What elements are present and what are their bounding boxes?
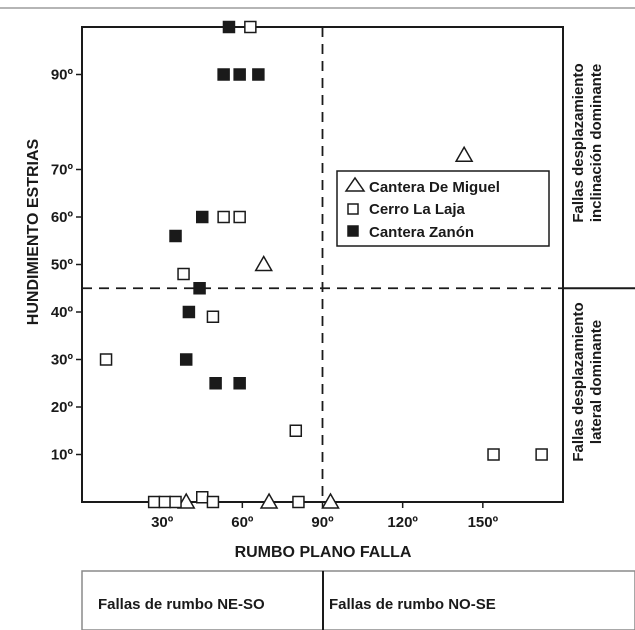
open-square-marker [147,495,161,509]
legend-label-de-miguel: Cantera De Miguel [369,179,500,196]
filled-square-marker [169,229,182,243]
legend-open-square-icon [347,203,359,215]
filled-square-marker [179,353,193,366]
filled-square-marker [217,68,230,81]
open-square-marker [196,491,209,504]
filled-square-marker [233,377,246,390]
x-tick-label: 90º [311,514,334,531]
quadrant-dividers [82,27,635,502]
filled-square-marker [209,377,222,390]
lower-quadrant-label: Fallas desplazamiento lateral dominante [570,302,605,461]
x-tick-label: 120º [387,514,418,531]
open-square-marker [99,353,113,366]
open-square-marker [233,210,246,224]
filled-square-marker [182,305,196,319]
y-tick-label: 20º [51,399,74,416]
y-tick-label: 40º [51,304,74,321]
filled-square-marker [222,20,236,34]
x-axis-title: RUMBO PLANO FALLA [235,544,412,561]
open-square-marker [535,448,548,461]
upper-quadrant-label-line1: Fallas desplazamiento [570,63,587,222]
y-tick-label: 90º [51,67,74,84]
triangle-marker [321,492,340,509]
x-tick-label: 150º [468,514,499,531]
open-square-marker [217,210,230,224]
legend-label-zanon: Cantera Zanón [369,224,474,241]
open-square-marker [289,424,303,437]
open-square-marker [169,495,182,509]
triangle-marker [259,492,279,509]
open-square-marker [206,495,220,509]
triangle-marker [254,254,274,272]
open-square-marker [177,267,190,281]
filled-square-marker [196,210,209,224]
x-tick-label: 60º [231,514,254,531]
triangle-marker [176,492,196,509]
legend: Cantera De Miguel Cerro La Laja Cantera … [336,170,550,247]
bottom-label-no-se: Fallas de rumbo NO-SE [329,596,496,613]
lower-quadrant-label-line2: lateral dominante [588,320,605,444]
legend-label-la-laja: Cerro La Laja [369,201,466,218]
lower-quadrant-label-line1: Fallas desplazamiento [570,302,587,461]
open-square-marker [206,310,220,323]
bottom-legend-boxes: Fallas de rumbo NE-SO Fallas de rumbo NO… [81,570,635,630]
bottom-box-right [322,570,635,630]
open-square-marker [158,495,172,509]
open-square-marker [487,448,500,461]
triangle-marker [454,145,474,162]
y-tick-label: 50º [51,257,74,274]
legend-filled-square-icon [347,225,359,237]
filled-square-marker [193,282,206,295]
bottom-label-ne-so: Fallas de rumbo NE-SO [98,596,265,613]
legend-triangle-icon [344,176,366,192]
upper-quadrant-label-line2: inclinación dominante [588,64,605,222]
legend-box [336,170,550,247]
filled-square-marker [233,68,246,81]
y-tick-label: 10º [51,447,74,464]
open-square-marker [244,20,257,34]
y-axis-title: HUNDIMIENTO ESTRIAS [25,138,42,325]
upper-quadrant-label: Fallas desplazamiento inclinación domina… [570,63,605,222]
x-tick-label: 30º [151,514,174,531]
open-square-marker [292,495,305,509]
y-tick-label: 70º [51,162,74,179]
y-tick-label: 60º [51,209,74,226]
filled-square-marker [252,68,265,81]
axis-ticks: 30º 60º 90º 120º 150º 10º 20º 30º 40º 50º 60º 70º 90… [51,67,499,532]
y-tick-label: 30º [51,352,74,369]
data-markers [99,20,548,509]
bottom-box-left [81,570,324,630]
